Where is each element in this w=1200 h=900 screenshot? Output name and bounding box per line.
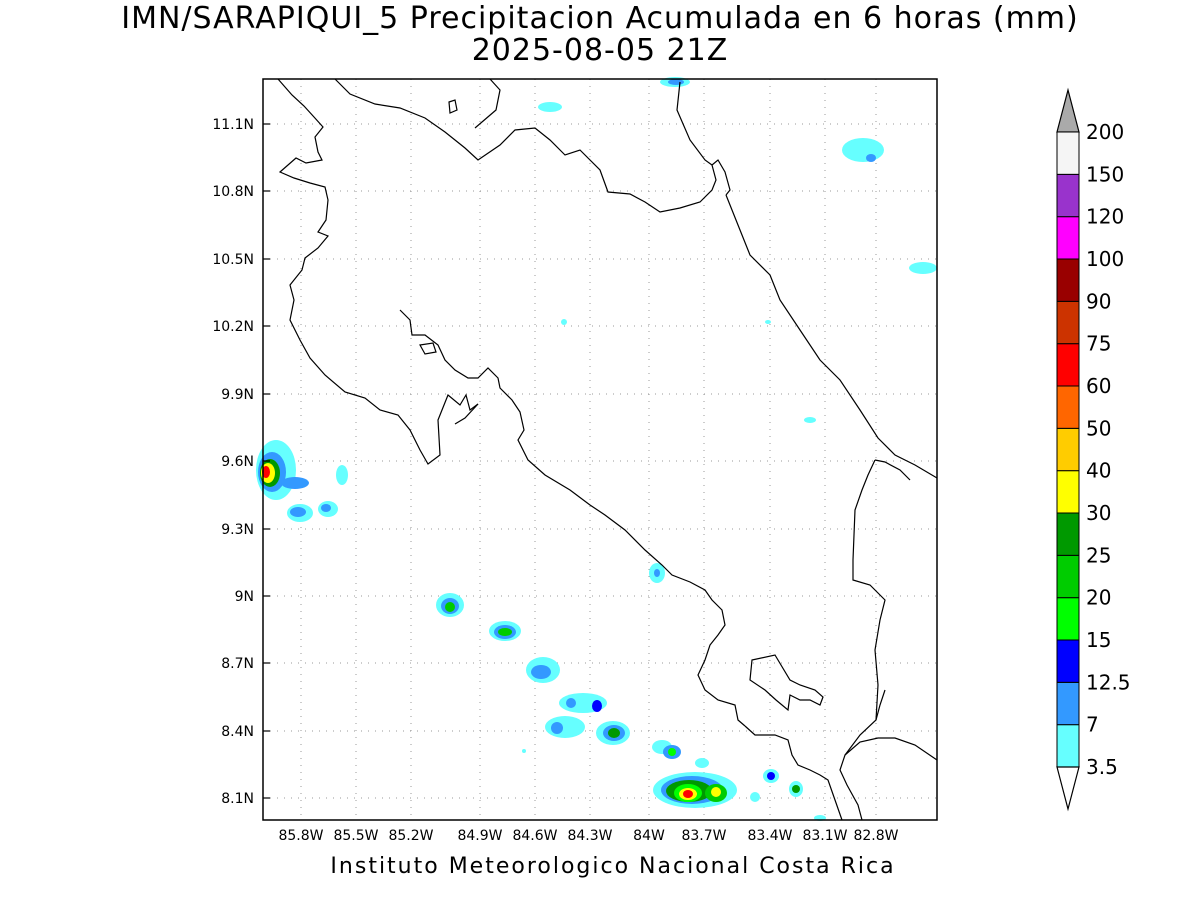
lon-label: 84W (633, 828, 665, 844)
lat-labels: 11.1N 10.8N 10.5N 10.2N 9.9N 9.6N 9.3N 9… (212, 117, 254, 807)
lon-label: 83.7W (681, 828, 726, 844)
colorbar-segment (1056, 131, 1080, 175)
colorbar-segment (1056, 427, 1080, 472)
lon-labels: 85.8W 85.5W 85.2W 84.9W 84.6W 84.3W 84W … (278, 828, 898, 844)
colorbar-label: 25 (1086, 543, 1111, 567)
lon-label: 84.3W (567, 828, 612, 844)
colorbar-segment (1056, 173, 1080, 218)
colorbar-label: 150 (1086, 162, 1124, 186)
colorbar-label: 60 (1086, 374, 1111, 398)
colorbar-label: 100 (1086, 247, 1124, 271)
colorbar-label: 30 (1086, 501, 1111, 525)
colorbar-label: 3.5 (1086, 755, 1118, 779)
lat-label: 9N (235, 589, 254, 605)
lon-label: 84.6W (512, 828, 557, 844)
lon-label: 84.9W (457, 828, 502, 844)
lat-label: 11.1N (212, 117, 254, 133)
colorbar-segment (1056, 343, 1080, 387)
colorbar-segment (1056, 216, 1080, 260)
colorbar-segment (1056, 470, 1080, 514)
colorbar-over-arrow (1056, 87, 1080, 133)
colorbar-label: 75 (1086, 332, 1111, 356)
lon-label: 85.8W (278, 828, 323, 844)
colorbar-label: 20 (1086, 586, 1111, 610)
colorbar-label: 120 (1086, 205, 1124, 229)
colorbar-segment (1056, 385, 1080, 429)
grid-lines (263, 79, 937, 820)
lat-label: 9.6N (221, 454, 254, 470)
colorbar-label: 50 (1086, 416, 1111, 440)
colorbar-label: 40 (1086, 459, 1111, 483)
lon-label: 85.5W (333, 828, 378, 844)
colorbar-segment (1056, 512, 1080, 556)
lon-label: 83.4W (747, 828, 792, 844)
lat-label: 9.9N (221, 387, 254, 403)
lon-label: 83.1W (802, 828, 847, 844)
lat-label: 8.4N (221, 724, 254, 740)
colorbar-segment (1056, 597, 1080, 641)
colorbar-label: 200 (1086, 120, 1124, 144)
colorbar-segment (1056, 724, 1080, 768)
colorbar-segment (1056, 554, 1080, 599)
lat-label: 9.3N (221, 522, 254, 538)
colorbar-label: 90 (1086, 289, 1111, 313)
colorbar: 3.5 7 12.5 15 20 25 30 40 50 60 75 90 100 120 150 200 (1056, 87, 1131, 812)
lat-label: 8.1N (221, 791, 254, 807)
lat-label: 8.7N (221, 656, 254, 672)
precipitation-field (256, 77, 937, 821)
colorbar-label: 12.5 (1086, 670, 1131, 694)
coastline (277, 78, 938, 821)
colorbar-label: 15 (1086, 628, 1111, 652)
map-datetime: 2025-08-05 21Z (471, 33, 729, 68)
lat-label: 10.2N (212, 319, 254, 335)
colorbar-segment (1056, 681, 1080, 726)
map-title: IMN/SARAPIQUI_5 Precipitacion Acumulada … (121, 1, 1079, 36)
lat-ticks (263, 123, 270, 799)
colorbar-label: 7 (1086, 713, 1099, 737)
colorbar-segment (1056, 300, 1080, 345)
colorbar-segment (1056, 639, 1080, 683)
map-frame (262, 78, 938, 821)
lat-label: 10.8N (212, 184, 254, 200)
lon-label: 85.2W (388, 828, 433, 844)
colorbar-under-arrow (1056, 766, 1080, 812)
footer-credit: Instituto Meteorologico Nacional Costa R… (330, 854, 896, 879)
lon-label: 82.8W (853, 828, 898, 844)
lat-label: 10.5N (212, 252, 254, 268)
colorbar-segment (1056, 258, 1080, 302)
